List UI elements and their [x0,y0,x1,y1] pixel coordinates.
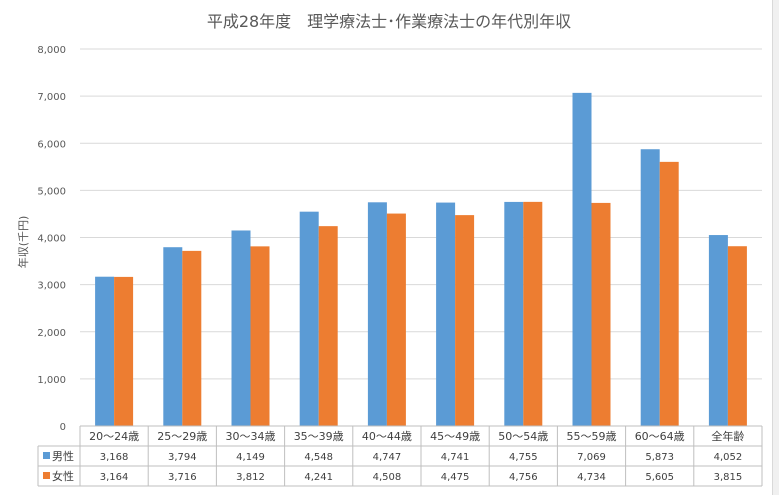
category-label: 20～24歳 [89,430,139,443]
category-label: 全年齢 [711,429,744,443]
data-label: 4,508 [373,472,402,483]
bar [659,161,679,426]
bar [163,247,183,426]
y-tick-label: 8,000 [37,45,66,56]
bar [572,92,592,426]
data-label: 4,241 [304,472,333,483]
y-tick-label: 5,000 [37,186,66,197]
bar [436,202,456,426]
bar [367,202,387,426]
bar [95,276,115,426]
category-label: 45～49歳 [430,430,480,443]
category-label: 50～54歳 [498,430,548,443]
bars [95,92,747,427]
legend-key [43,452,50,459]
y-tick-label: 1,000 [37,375,66,386]
bar [455,215,475,426]
data-label: 3,815 [714,472,743,483]
data-label: 4,747 [373,452,402,463]
y-tick-label: 6,000 [37,139,66,150]
y-axis-label: 年収(千円) [16,216,30,269]
data-label: 3,794 [168,452,197,463]
data-label: 4,756 [509,472,538,483]
bar [318,226,338,426]
legend-key [43,472,50,479]
legend-label: 女性 [52,469,74,483]
data-label: 5,873 [645,452,674,463]
bar [386,213,406,426]
window-edge [772,0,779,495]
data-label: 4,052 [714,452,743,463]
data-table: 20～24歳 25～29歳 30～34歳 35～39歳 40～44歳 45～49歳 50～5… [37,425,763,487]
chart-title: 平成28年度 理学療法士･作業療法士の年代別年収 [207,12,571,31]
category-label: 60～64歳 [635,430,685,443]
data-label: 3,716 [168,472,197,483]
bar [250,246,270,426]
data-label: 3,168 [100,452,129,463]
legend-label: 男性 [52,449,74,463]
bar [708,235,728,426]
data-label: 3,812 [236,472,265,483]
bar [182,250,202,426]
data-label: 7,069 [577,452,606,463]
y-axis-ticks: 0 1,000 2,000 3,000 4,000 5,000 6,000 7,000 8,00… [37,45,66,433]
y-tick-label: 4,000 [37,234,66,245]
category-label: 35～39歳 [294,430,344,443]
y-tick-label: 7,000 [37,92,66,103]
category-label: 30～34歳 [226,430,276,443]
data-label: 4,741 [441,452,470,463]
bar [523,201,543,426]
data-label: 4,149 [236,452,265,463]
category-label: 40～44歳 [362,430,412,443]
y-tick-label: 3,000 [37,281,66,292]
category-label: 25～29歳 [157,430,207,443]
data-label: 4,755 [509,452,538,463]
data-label: 4,548 [304,452,333,463]
bar [299,211,319,426]
bar [114,276,134,426]
bar [727,246,747,426]
data-label: 4,475 [441,472,470,483]
bar [504,201,524,426]
data-label: 3,164 [100,472,129,483]
bar [231,230,251,426]
data-label: 5,605 [645,472,674,483]
bar [640,149,660,427]
bar [591,202,611,426]
y-tick-label: 0 [60,422,66,433]
data-label: 4,734 [577,472,606,483]
category-label: 55～59歳 [567,430,617,443]
y-tick-label: 2,000 [37,328,66,339]
